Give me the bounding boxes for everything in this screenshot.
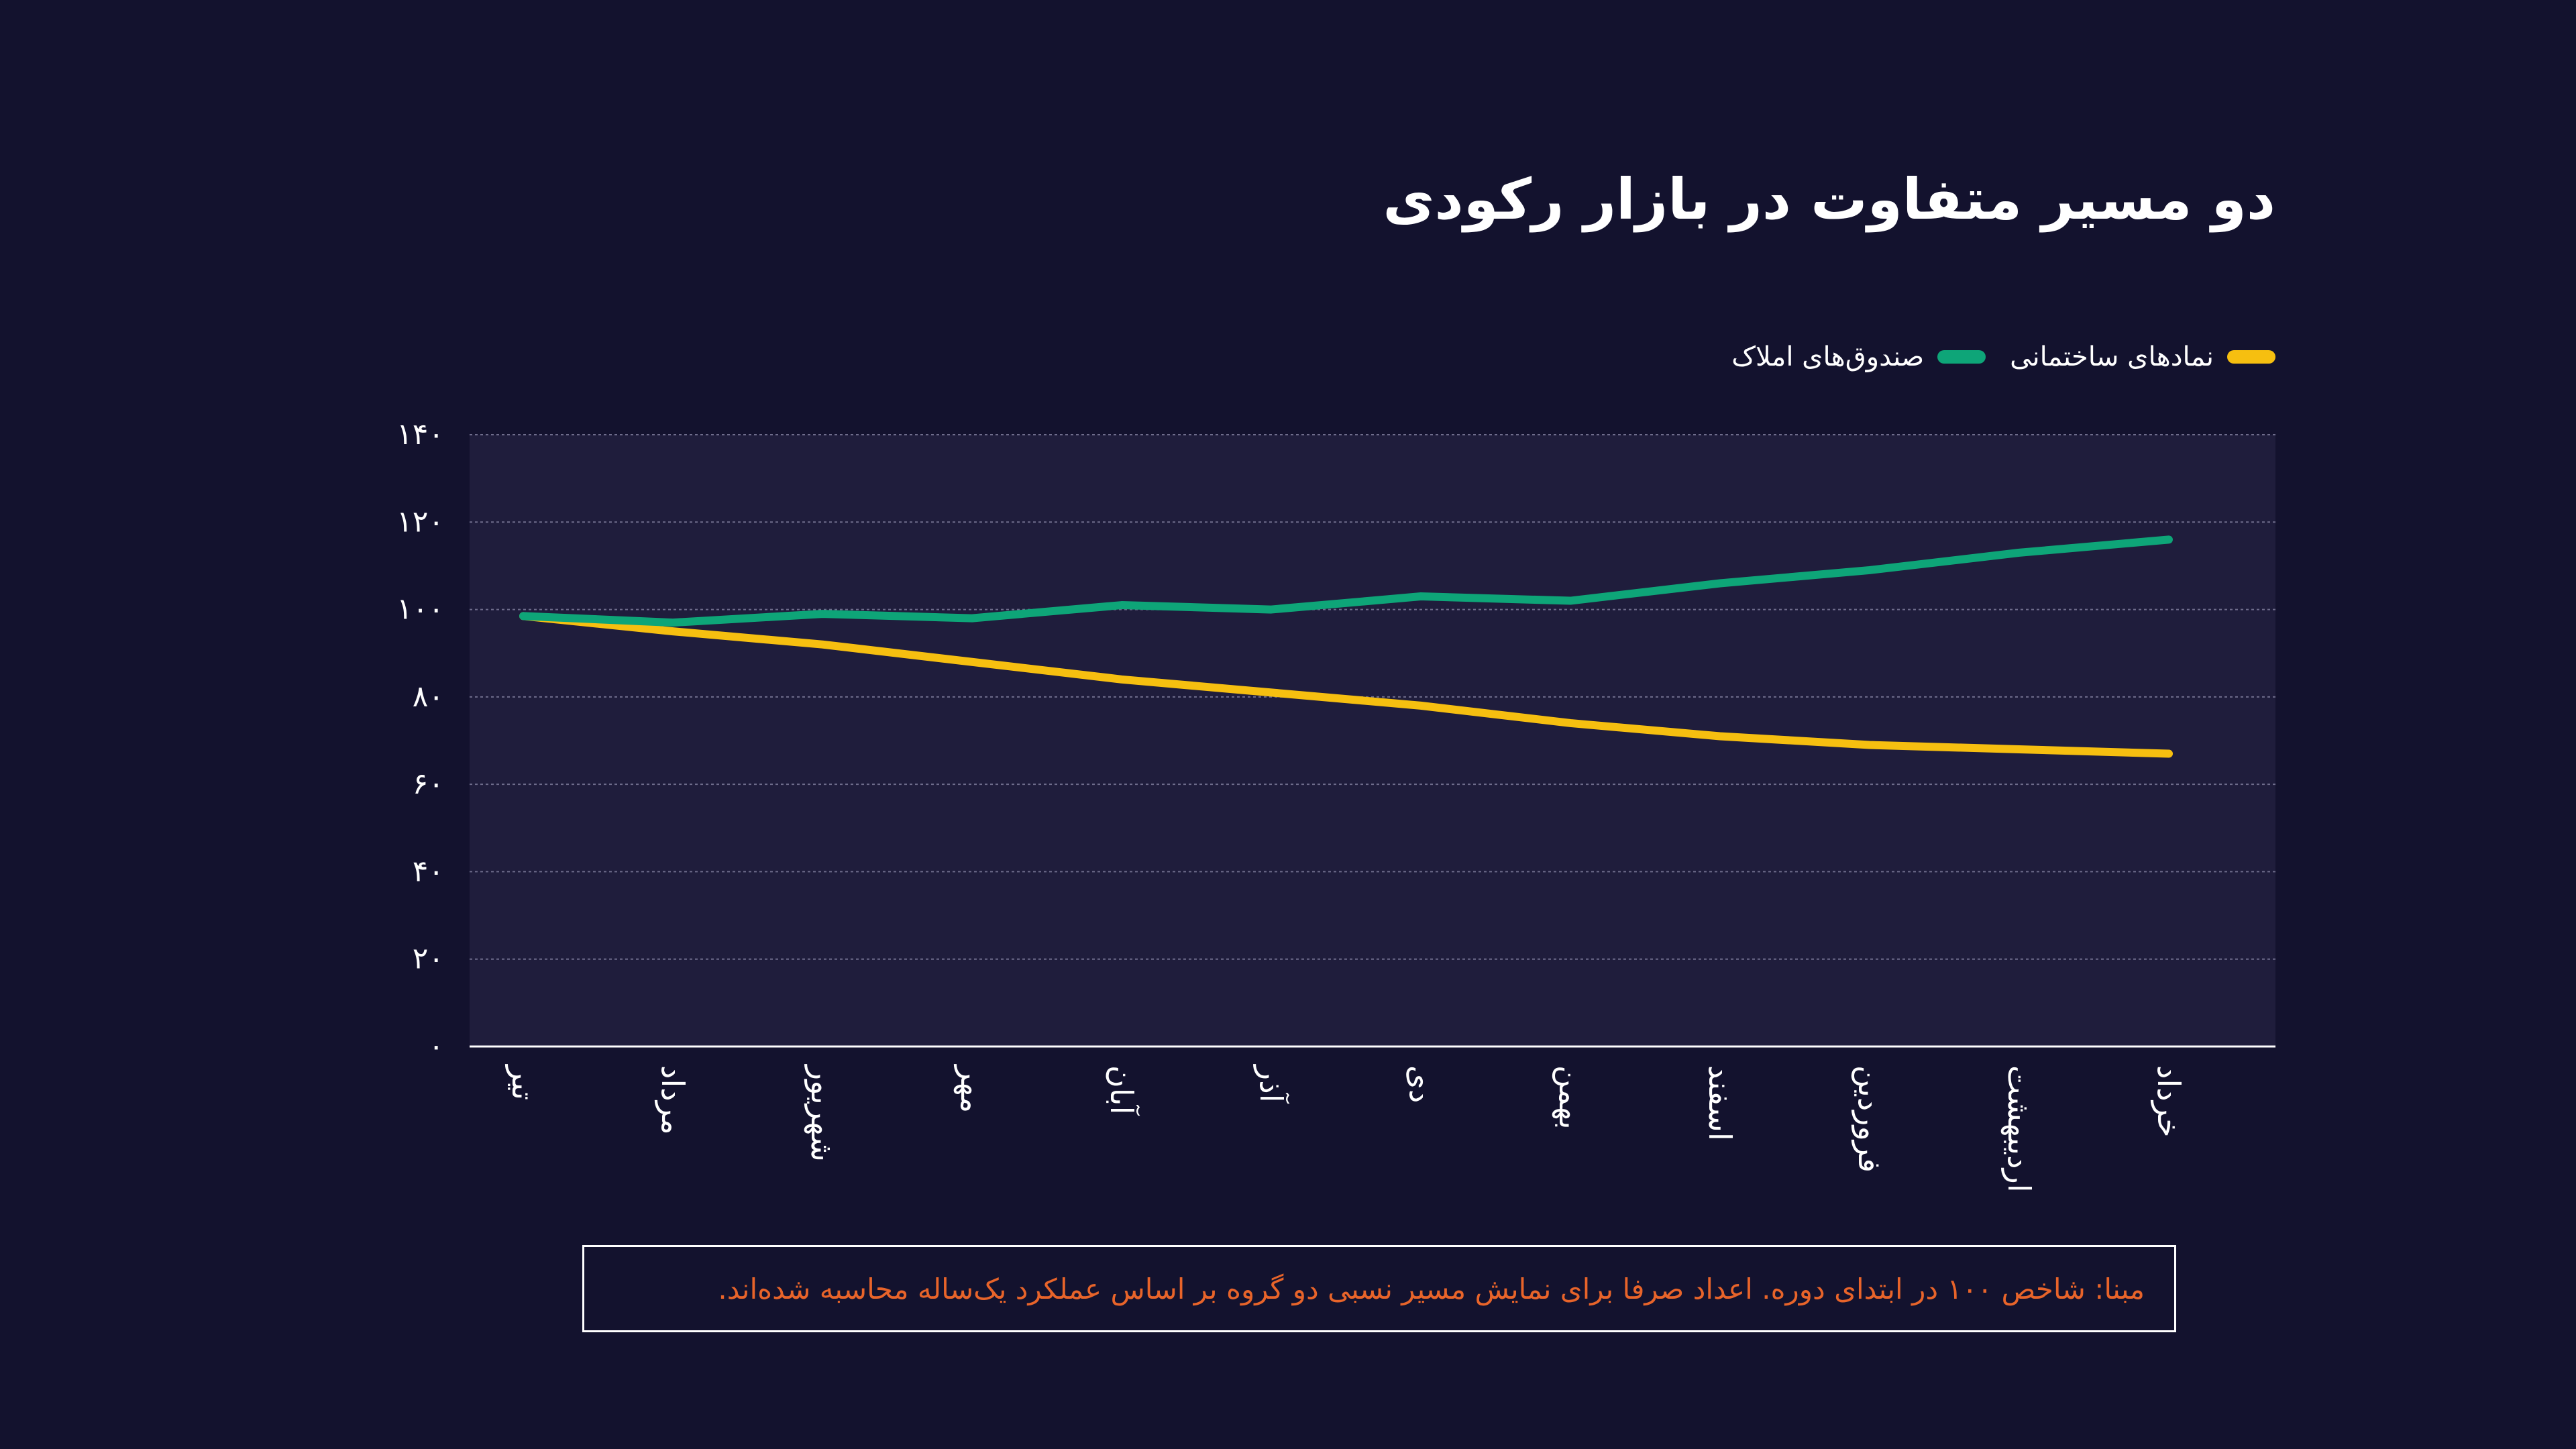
x-tick-label: شهریور [804, 1064, 841, 1162]
x-tick-label: مهر [953, 1064, 990, 1113]
y-tick-label: ۸۰ [413, 680, 444, 714]
y-axis-tick-labels: ۰ ۲۰ ۴۰ ۶۰ ۸۰ ۱۰۰ ۱۲۰ ۱۴۰ [396, 417, 444, 1063]
y-tick-label: ۰ [428, 1029, 444, 1063]
series-line-funds [519, 535, 2173, 627]
x-tick-label: تیر [504, 1064, 541, 1100]
chart-title: دو مسیر متفاوت در بازار رکودی [1383, 166, 2275, 232]
legend-label-construction: نمادهای ساختمانی [2010, 341, 2214, 372]
plot-background [470, 435, 2275, 1046]
x-tick-label: فروردین [1851, 1065, 1888, 1173]
y-tick-label: ۴۰ [413, 854, 444, 888]
x-tick-label: اردیبهشت [2001, 1065, 2037, 1193]
legend-swatch-construction [2227, 350, 2275, 364]
x-tick-label: اسفند [1702, 1065, 1738, 1141]
y-tick-label: ۱۰۰ [396, 592, 444, 627]
x-tick-label: بهمن [1552, 1065, 1589, 1130]
x-tick-label: آبان [1104, 1065, 1140, 1116]
series-line-construction [519, 612, 2173, 758]
note-text: مبنا: شاخص ۱۰۰ در ابتدای دوره. اعداد صرف… [718, 1272, 2145, 1305]
legend-item-funds: صندوق‌های املاک [1731, 341, 1986, 372]
grid-lines [470, 434, 2275, 960]
y-tick-label: ۶۰ [413, 767, 444, 801]
y-tick-label: ۱۲۰ [396, 504, 444, 539]
x-tick-label: مرداد [654, 1065, 691, 1135]
x-tick-label: دی [1403, 1065, 1439, 1104]
x-tick-label: آذر [1253, 1064, 1289, 1104]
y-tick-label: ۲۰ [413, 942, 444, 976]
x-axis-tick-labels: تیر مرداد شهریور مهر آبان آذر دی بهمن اسفند فرورد… [504, 1064, 2187, 1193]
legend-item-construction: نمادهای ساختمانی [2010, 341, 2275, 372]
legend-swatch-funds [1937, 350, 1986, 364]
x-tick-label: خرداد [2150, 1065, 2187, 1138]
y-tick-label: ۱۴۰ [396, 417, 444, 451]
legend-label-funds: صندوق‌های املاک [1731, 341, 1925, 372]
legend: نمادهای ساختمانی صندوق‌های املاک [1707, 335, 2275, 378]
note-box: مبنا: شاخص ۱۰۰ در ابتدای دوره. اعداد صرف… [582, 1245, 2176, 1332]
series-lines [519, 535, 2173, 758]
